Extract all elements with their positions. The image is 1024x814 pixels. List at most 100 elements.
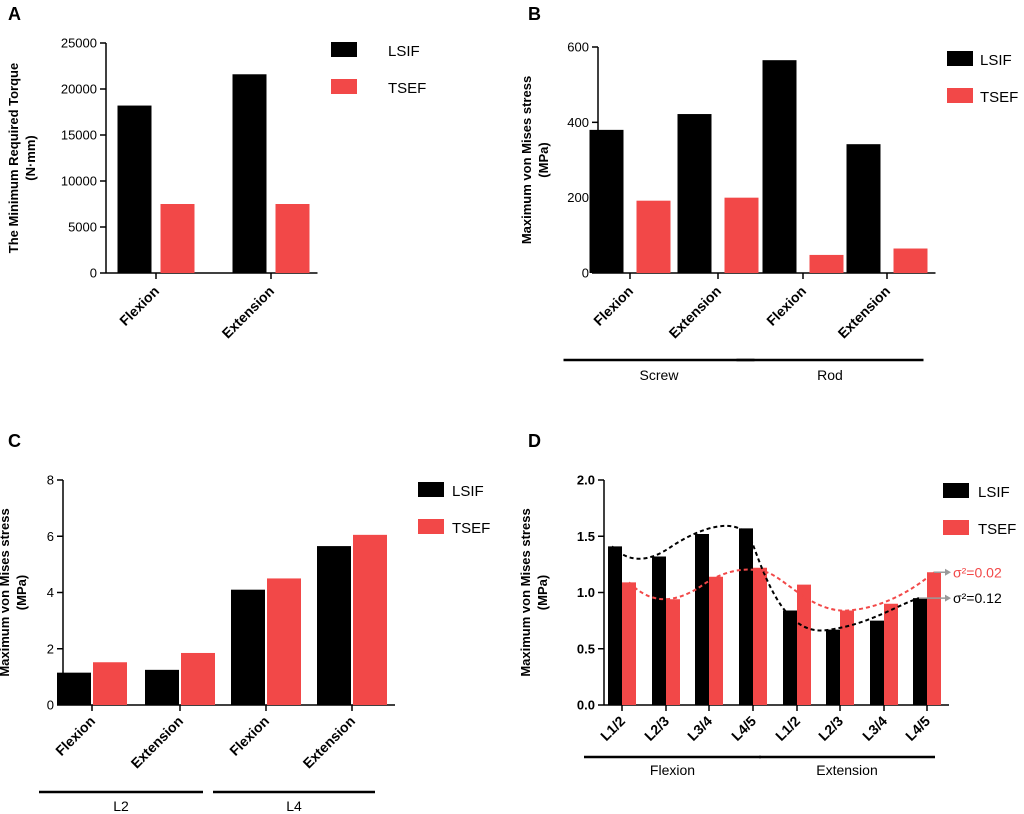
bar-tsef <box>724 197 759 273</box>
y-tick-label: 1.0 <box>577 585 595 600</box>
y-tick-label: 4 <box>47 585 54 600</box>
y-tick-label: 5000 <box>68 220 97 235</box>
bar-tsef <box>160 204 195 273</box>
x-tick-label: L1/2 <box>772 713 803 744</box>
legend-label: TSEF <box>452 520 490 537</box>
bar-tsef <box>636 200 671 273</box>
legend-swatch-lsif <box>947 51 973 66</box>
bar-lsif <box>870 620 884 705</box>
y-axis-label-line: Maximum von Mises stress <box>0 508 12 676</box>
legend-swatch-tsef <box>331 79 357 94</box>
panel-letter: D <box>528 431 541 451</box>
x-tick-label: Extension <box>299 713 358 772</box>
bar-tsef <box>666 599 680 705</box>
y-axis-label-line: (MPa) <box>536 142 551 177</box>
x-tick-label: L3/4 <box>859 713 890 744</box>
bar-tsef <box>275 204 310 273</box>
bar-lsif <box>695 534 709 705</box>
bar-lsif <box>145 669 179 705</box>
arrow-head-icon <box>945 568 951 576</box>
y-tick-label: 400 <box>567 115 589 130</box>
x-tick-label: L1/2 <box>597 713 628 744</box>
panel-letter: A <box>8 4 21 24</box>
y-tick-label: 0.0 <box>577 698 595 713</box>
x-tick-label: Flexion <box>763 283 809 329</box>
bar-tsef <box>267 578 301 705</box>
bar-lsif <box>677 114 712 274</box>
panel-a: A 0 5000 10000 15000 20000 25000 The Minimum Re… <box>6 4 426 341</box>
y-axis-label-line: Maximum von Mises stress <box>519 76 534 244</box>
trend-curve-tsef <box>628 568 935 612</box>
bar-tsef <box>93 662 127 705</box>
bar-lsif <box>762 60 797 273</box>
y-tick-label: 0.5 <box>577 641 595 656</box>
legend-label: LSIF <box>452 483 484 500</box>
bar-tsef <box>927 572 941 705</box>
y-axis-label-line: (MPa) <box>535 575 550 610</box>
x-tick-label: Extension <box>218 283 277 342</box>
x-tick-label: L3/4 <box>684 713 715 744</box>
y-tick-label: 0 <box>47 698 54 713</box>
x-tick-label: Extension <box>834 283 893 342</box>
bar-lsif <box>652 556 666 705</box>
legend-swatch-lsif <box>331 42 357 57</box>
x-tick-label: Extension <box>127 713 186 772</box>
bar-lsif <box>232 74 267 273</box>
legend-label: TSEF <box>978 521 1016 538</box>
legend-label: TSEF <box>980 89 1018 106</box>
bar-tsef <box>181 652 215 705</box>
bar-tsef <box>809 254 844 273</box>
y-tick-label: 0 <box>582 266 589 281</box>
y-tick-label: 15000 <box>61 128 97 143</box>
bar-lsif <box>57 672 91 705</box>
panel-letter: B <box>528 4 541 24</box>
bar-lsif <box>826 629 840 705</box>
legend-swatch-lsif <box>418 482 444 497</box>
x-tick-label: Flexion <box>590 283 636 329</box>
bar-tsef <box>709 576 723 705</box>
group-label: L4 <box>286 798 302 814</box>
panel-c: C 0 2 4 6 8 Maximum von Mises stress(MPa) Flexi… <box>0 431 490 814</box>
legend-label: LSIF <box>980 52 1012 69</box>
arrow-head-icon <box>945 594 951 602</box>
bar-lsif <box>739 528 753 705</box>
bar-tsef <box>753 567 767 705</box>
x-tick-label: Flexion <box>226 713 272 759</box>
bar-lsif <box>913 598 927 705</box>
y-axis-label-line: Maximum von Mises stress <box>518 508 533 676</box>
y-tick-label: 0 <box>90 266 97 281</box>
group-label: Extension <box>816 762 877 778</box>
legend-swatch-tsef <box>947 88 973 103</box>
bar-lsif <box>846 144 881 273</box>
y-axis-label-line: (MPa) <box>14 575 29 610</box>
y-tick-label: 20000 <box>61 82 97 97</box>
y-axis-label-line: (N·mm) <box>23 135 38 181</box>
y-axis-label: Maximum von Mises stress(MPa) <box>518 508 550 676</box>
y-tick-label: 2.0 <box>577 473 595 488</box>
bar-lsif <box>317 546 351 705</box>
bar-tsef <box>884 603 898 705</box>
y-tick-label: 200 <box>567 190 589 205</box>
y-tick-label: 25000 <box>61 36 97 51</box>
bar-lsif <box>231 589 265 705</box>
y-tick-label: 1.5 <box>577 529 595 544</box>
group-label: Screw <box>640 367 680 383</box>
y-axis-label: Maximum von Mises stress(MPa) <box>0 508 29 676</box>
variance-annotation: σ²=0.02 <box>953 564 1002 580</box>
panel-b: B 0 200 400 600 Maximum von Mises stress (MPa)… <box>519 4 1018 383</box>
y-axis-label: The Minimum Required Torque (N·mm) <box>6 63 38 253</box>
legend-label: TSEF <box>388 80 426 97</box>
legend-swatch-lsif <box>943 483 969 498</box>
bar-lsif <box>783 610 797 705</box>
bar-tsef <box>622 582 636 705</box>
y-tick-label: 6 <box>47 529 54 544</box>
legend-swatch-tsef <box>418 519 444 534</box>
y-tick-label: 2 <box>47 641 54 656</box>
x-tick-label: Extension <box>665 283 724 342</box>
legend-label: LSIF <box>388 43 420 60</box>
group-label: L2 <box>113 798 129 814</box>
panel-letter: C <box>8 431 21 451</box>
y-tick-label: 600 <box>567 40 589 55</box>
x-tick-label: L2/3 <box>641 713 672 744</box>
y-tick-label: 10000 <box>61 174 97 189</box>
